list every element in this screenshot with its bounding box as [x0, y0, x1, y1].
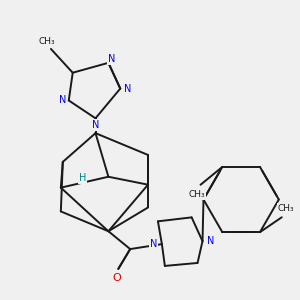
Text: H: H: [79, 173, 86, 183]
Text: N: N: [150, 239, 158, 249]
Text: O: O: [112, 273, 121, 283]
Text: N: N: [207, 236, 214, 246]
Text: N: N: [108, 54, 115, 64]
Text: CH₃: CH₃: [188, 190, 205, 199]
Text: N: N: [124, 84, 131, 94]
Text: N: N: [59, 95, 67, 106]
Text: N: N: [92, 120, 99, 130]
Text: CH₃: CH₃: [278, 204, 294, 213]
Text: CH₃: CH₃: [39, 37, 55, 46]
